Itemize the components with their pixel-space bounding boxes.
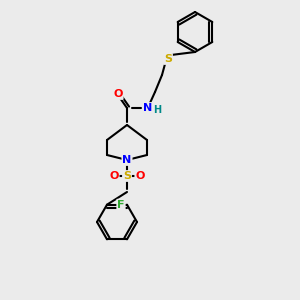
Text: S: S [164, 54, 172, 64]
Text: S: S [123, 171, 131, 181]
Text: O: O [135, 171, 145, 181]
Text: O: O [113, 89, 123, 99]
Text: F: F [117, 200, 125, 210]
Text: N: N [122, 155, 132, 165]
Text: H: H [153, 105, 161, 115]
Text: N: N [143, 103, 153, 113]
Text: O: O [109, 171, 119, 181]
